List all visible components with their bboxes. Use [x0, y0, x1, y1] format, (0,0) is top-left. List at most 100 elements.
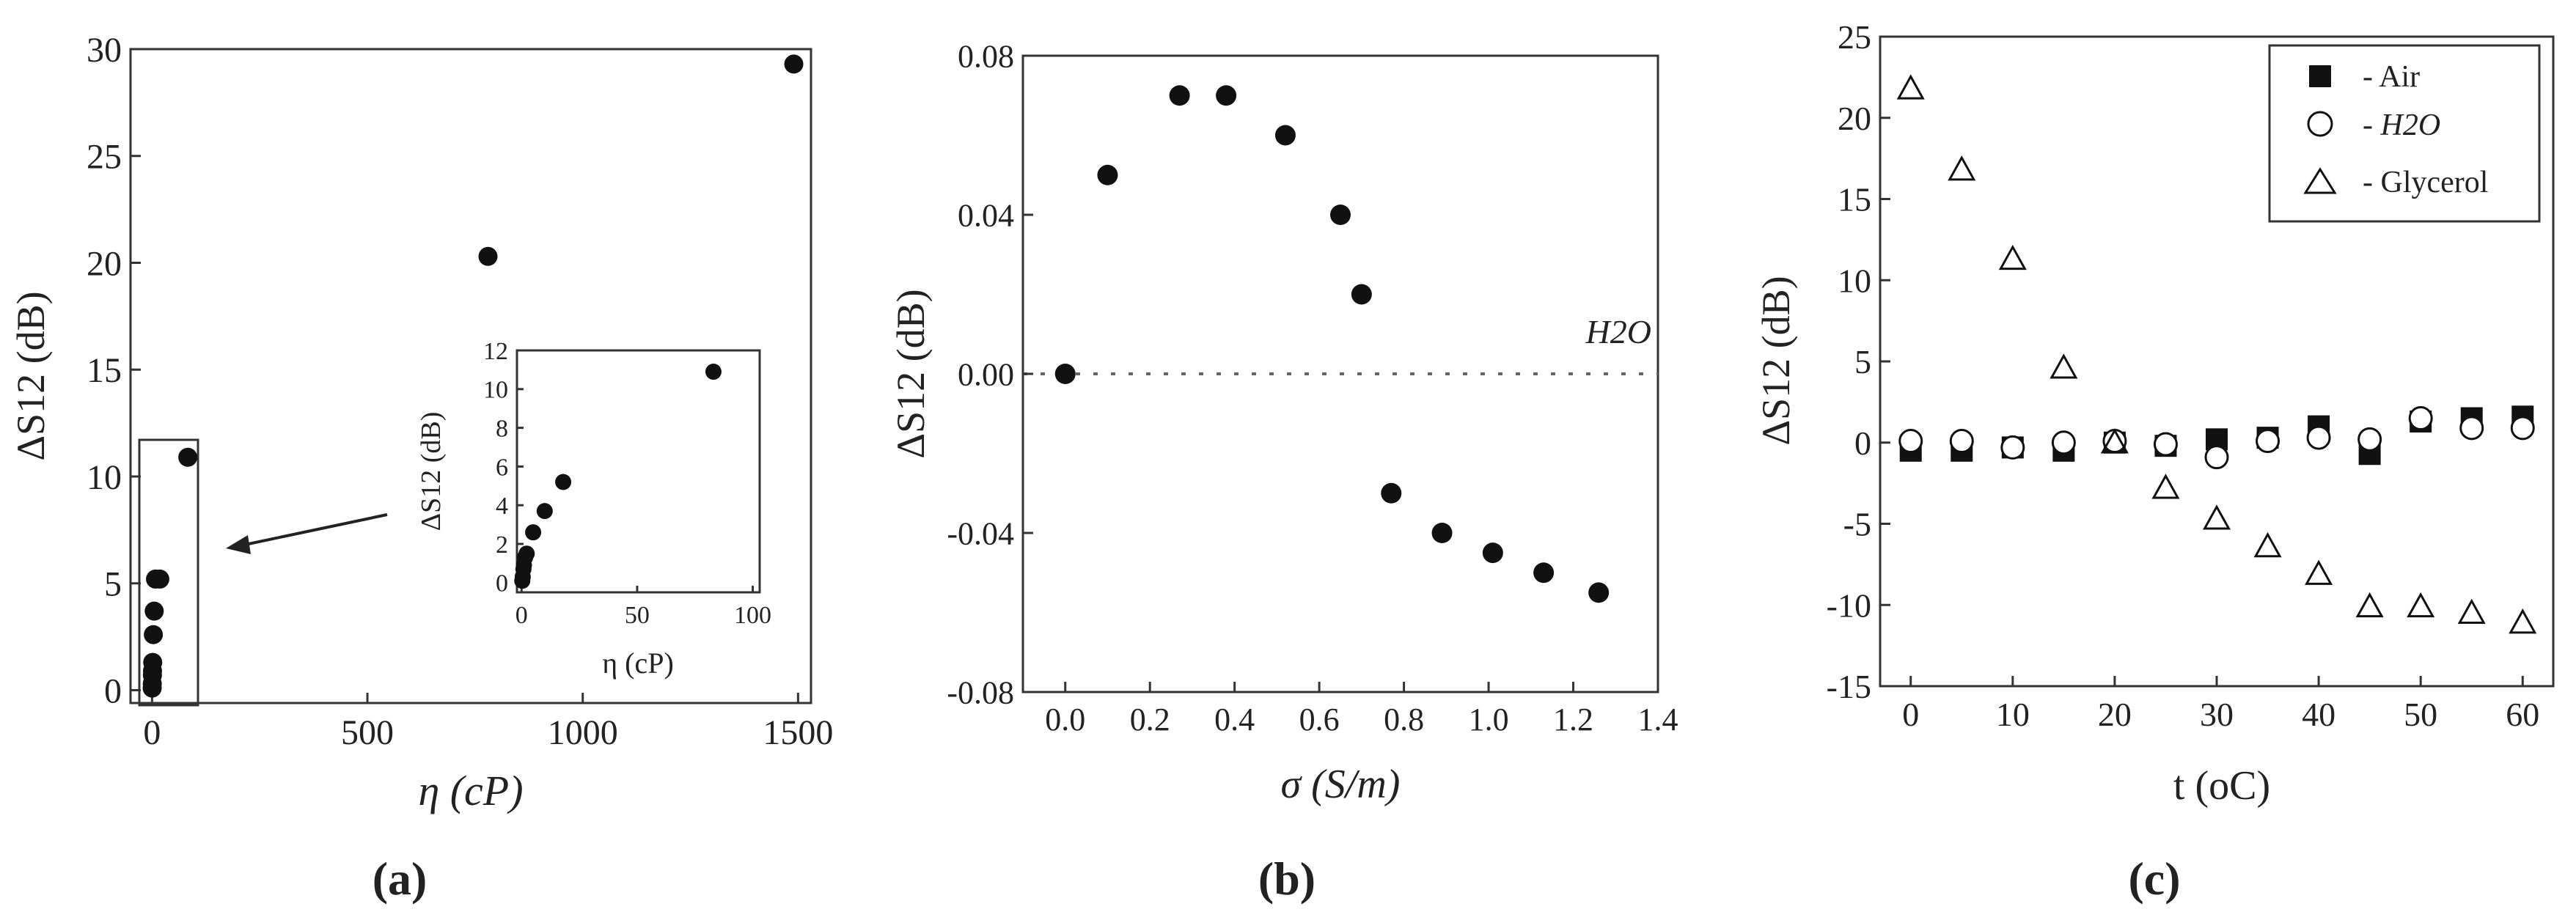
data-point	[2151, 474, 2180, 499]
y-tick-label: -5	[1843, 506, 1871, 543]
x-tick-label: 100	[734, 602, 771, 629]
panel-c-x-label: t (oC)	[2173, 763, 2270, 809]
data-point	[1431, 523, 1453, 543]
data-point	[1533, 562, 1555, 584]
data-point	[1274, 125, 1296, 146]
panel-b-label: (b)	[1258, 853, 1315, 905]
panel-a-inset-points	[514, 364, 722, 589]
data-point	[2153, 432, 2178, 457]
inset-data-point	[705, 364, 722, 380]
inset-data-point	[525, 524, 542, 541]
panel-a-inset-x-label: η (cP)	[602, 647, 674, 680]
y-tick-label: 30	[87, 31, 122, 70]
data-point	[2102, 429, 2127, 454]
y-tick-label: 4	[496, 493, 508, 520]
data-point	[2355, 592, 2384, 618]
data-point	[1949, 429, 1974, 454]
data-point	[2000, 435, 2025, 460]
data-point	[2050, 353, 2078, 379]
data-point	[2253, 531, 2282, 558]
x-tick-label: 10	[1996, 696, 2030, 733]
data-point	[1898, 429, 1923, 454]
panel-c-points	[1896, 74, 2537, 634]
data-point	[2407, 592, 2435, 618]
y-tick-label: 10	[1838, 262, 1871, 299]
data-point	[1097, 164, 1118, 185]
data-point	[2357, 427, 2382, 452]
data-point	[178, 447, 198, 467]
data-point	[1381, 482, 1402, 504]
panel-c-ticks	[1880, 35, 2524, 688]
data-point	[2510, 416, 2535, 441]
panel-a-callout-arrow	[226, 513, 388, 554]
data-point	[1896, 74, 1925, 100]
y-tick-label: 25	[1838, 18, 1871, 56]
data-point	[1351, 284, 1372, 305]
y-tick-label: 20	[87, 244, 122, 283]
data-point	[2204, 445, 2229, 470]
panel-a-points	[142, 54, 804, 698]
data-point	[2202, 504, 2231, 530]
x-tick-label: 0	[1902, 696, 1919, 733]
panel-a-inset-y-label: ΔS12 (dB)	[416, 412, 447, 531]
y-tick-label: 15	[1838, 181, 1871, 218]
data-point	[1482, 542, 1503, 564]
legend-h2o-label: - H2O	[2363, 108, 2440, 142]
panel-b-x-label: σ (S/m)	[1281, 762, 1401, 807]
x-tick-label: 0.6	[1299, 702, 1340, 737]
y-tick-label: 20	[1838, 100, 1871, 137]
y-tick-label: -0.08	[947, 674, 1014, 710]
legend-air-label: - Air	[2363, 60, 2420, 94]
x-tick-label: 0	[515, 602, 528, 629]
panel-b-y-label: ΔS12 (dB)	[889, 289, 933, 458]
x-tick-label: 500	[341, 713, 394, 752]
legend-glycerol-label: - Glycerol	[2363, 166, 2488, 199]
y-tick-label: 0.04	[958, 197, 1014, 233]
data-point	[2408, 406, 2433, 431]
panel-c-legend: - Air - H2O - Glycerol	[2268, 44, 2541, 223]
panel-b-ticks	[1023, 54, 1659, 693]
panel-a-inset-ticks	[517, 349, 755, 592]
x-tick-label: 1000	[548, 713, 618, 752]
data-point	[144, 625, 164, 644]
x-tick-label: 1.0	[1469, 702, 1509, 737]
y-tick-label: 0	[496, 570, 508, 597]
y-tick-label: 8	[496, 416, 508, 443]
data-point	[2306, 425, 2331, 450]
y-tick-label: 2	[496, 531, 508, 559]
y-tick-label: 0.08	[958, 38, 1014, 74]
y-tick-label: 12	[483, 338, 508, 365]
data-point	[478, 246, 498, 266]
x-tick-label: 50	[625, 602, 650, 629]
panel-b-points	[1054, 85, 1610, 603]
panel-a-plot-frame	[129, 48, 812, 704]
inset-data-point	[536, 503, 553, 520]
y-tick-label: 25	[87, 138, 122, 177]
legend-glycerol-marker	[2303, 167, 2337, 194]
legend-h2o-marker	[2307, 111, 2333, 137]
x-tick-label: 30	[2200, 696, 2234, 733]
panel-c-label: (c)	[2128, 853, 2180, 905]
data-point	[2459, 416, 2484, 441]
data-point	[784, 54, 804, 74]
y-tick-label: -10	[1827, 586, 1871, 624]
data-point	[143, 652, 163, 672]
y-tick-label: -15	[1827, 668, 1871, 705]
y-tick-label: 5	[104, 565, 122, 604]
panel-b: H2O 0.0 0.2 0.4 0.6 0.8 1.0 1.2 1.4 0.08 0.04 0.00…	[889, 38, 1678, 905]
x-tick-label: 1500	[763, 713, 833, 752]
data-point	[1998, 244, 2027, 271]
x-tick-label: 0	[143, 713, 161, 752]
data-point	[1948, 155, 1976, 181]
x-tick-label: 0.0	[1045, 702, 1085, 737]
y-tick-label: 0.00	[958, 356, 1014, 392]
panel-a-inset-highlight-box	[138, 438, 199, 707]
data-point	[2457, 598, 2486, 625]
y-tick-label: 10	[87, 458, 122, 497]
y-tick-label: 15	[87, 351, 122, 390]
data-point	[2305, 559, 2333, 585]
